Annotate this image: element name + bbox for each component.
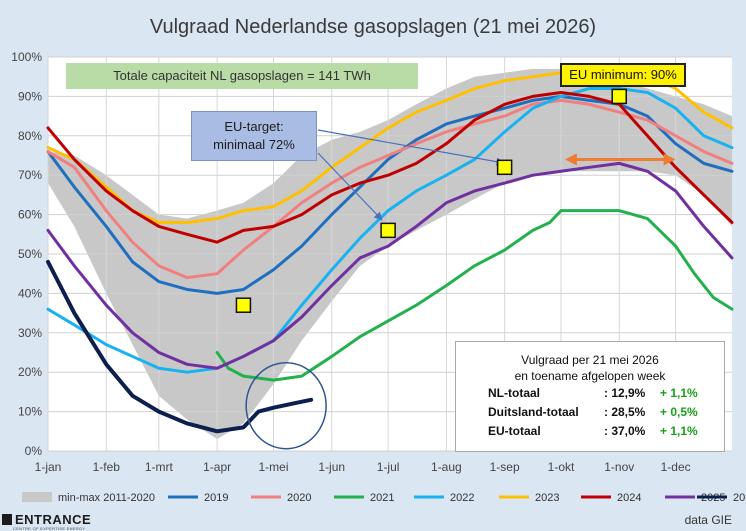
info-row-label: Duitsland-totaal xyxy=(488,405,579,419)
logo-text: ENTRANCE xyxy=(15,512,92,527)
eu-target-line1: EU-target: xyxy=(224,119,284,134)
info-row-value: : 37,0% xyxy=(604,424,646,438)
capacity-note: Totale capaciteit NL gasopslagen = 141 T… xyxy=(66,63,418,89)
eu-target-arrow xyxy=(317,129,505,166)
legend: min-max 2011-2020 2019 2020 2021 2022 2023 202… xyxy=(22,492,746,504)
x-tick-label: 1-jul xyxy=(377,460,400,474)
y-tick-label: 80% xyxy=(18,129,42,143)
legend-label: 2023 xyxy=(535,492,559,504)
eu-target-line2: minimaal 72% xyxy=(213,137,295,152)
x-tick-label: 1-nov xyxy=(604,460,634,474)
highlight-circle xyxy=(245,361,327,450)
y-tick-label: 70% xyxy=(18,168,42,182)
x-tick-label: 1-jan xyxy=(35,460,62,474)
legend-label: 2021 xyxy=(370,492,394,504)
eu-minimum-callout: EU minimum: 90% xyxy=(560,63,686,87)
series-line-2026 xyxy=(46,259,314,434)
x-tick-label: 1-jun xyxy=(318,460,345,474)
x-tick-label: 1-sep xyxy=(490,460,520,474)
legend-label: 2020 xyxy=(287,492,311,504)
series-line-2022 xyxy=(46,87,734,374)
legend-label: 2024 xyxy=(617,492,641,504)
x-tick-label: 1-mrt xyxy=(145,460,174,474)
legend-swatch-band xyxy=(22,492,52,502)
legend-label: 2019 xyxy=(204,492,228,504)
y-tick-label: 100% xyxy=(11,50,42,64)
y-tick-label: 30% xyxy=(18,326,42,340)
info-row-eu: EU-totaal : 37,0% + 1,1% xyxy=(456,422,724,441)
x-tick-label: 1-okt xyxy=(548,460,575,474)
x-tick-label: 1-mei xyxy=(258,460,288,474)
eu-target-arrow xyxy=(317,152,383,221)
legend-label: 2026 xyxy=(733,492,746,504)
series-line-2021 xyxy=(215,209,734,382)
info-subheading: en toename afgelopen week xyxy=(514,369,666,383)
y-tick-label: 50% xyxy=(18,247,42,261)
info-row-de: Duitsland-totaal : 28,5% + 0,5% xyxy=(456,403,724,422)
x-tick-label: 1-aug xyxy=(431,460,462,474)
info-row-change: + 0,5% xyxy=(660,405,698,419)
info-row-change: + 1,1% xyxy=(660,386,698,400)
logo-mark-icon xyxy=(2,514,12,525)
chart-title: Vulgraad Nederlandse gasopslagen (21 mei… xyxy=(149,16,597,38)
legend-label: 2022 xyxy=(450,492,474,504)
x-tick-label: 1-dec xyxy=(661,460,691,474)
eu-minimum-marker xyxy=(611,88,628,105)
info-row-value: : 28,5% xyxy=(604,405,646,419)
y-tick-label: 60% xyxy=(18,208,42,222)
y-tick-label: 90% xyxy=(18,89,42,103)
y-tick-label: 20% xyxy=(18,365,42,379)
info-row-label: EU-totaal xyxy=(488,424,541,438)
entrance-logo: ENTRANCE xyxy=(2,512,91,527)
y-tick-label: 40% xyxy=(18,286,42,300)
info-row-value: : 12,9% xyxy=(604,386,646,400)
eu-target-callout: EU-target: minimaal 72% xyxy=(191,111,317,161)
series-line-2024 xyxy=(46,90,734,244)
x-tick-label: 1-feb xyxy=(93,460,121,474)
info-box: Vulgraad per 21 mei 2026 en toename afge… xyxy=(455,341,725,452)
logo-subtext: CENTRE OF EXPERTISE ENERGY xyxy=(13,526,86,531)
eu-target-marker xyxy=(380,222,396,239)
info-row-nl: NL-totaal : 12,9% + 1,1% xyxy=(456,384,724,403)
source-note: data GIE xyxy=(684,513,732,527)
info-row-change: + 1,1% xyxy=(660,424,698,438)
y-tick-label: 0% xyxy=(25,444,43,458)
eu-target-marker xyxy=(235,297,252,313)
series-line-2020 xyxy=(46,98,734,280)
info-row-label: NL-totaal xyxy=(488,386,540,400)
eu-target-marker xyxy=(496,159,513,176)
x-tick-label: 1-apr xyxy=(203,460,231,474)
legend-label: min-max 2011-2020 xyxy=(58,492,155,504)
info-heading: Vulgraad per 21 mei 2026 xyxy=(521,353,659,367)
y-tick-label: 10% xyxy=(18,405,42,419)
